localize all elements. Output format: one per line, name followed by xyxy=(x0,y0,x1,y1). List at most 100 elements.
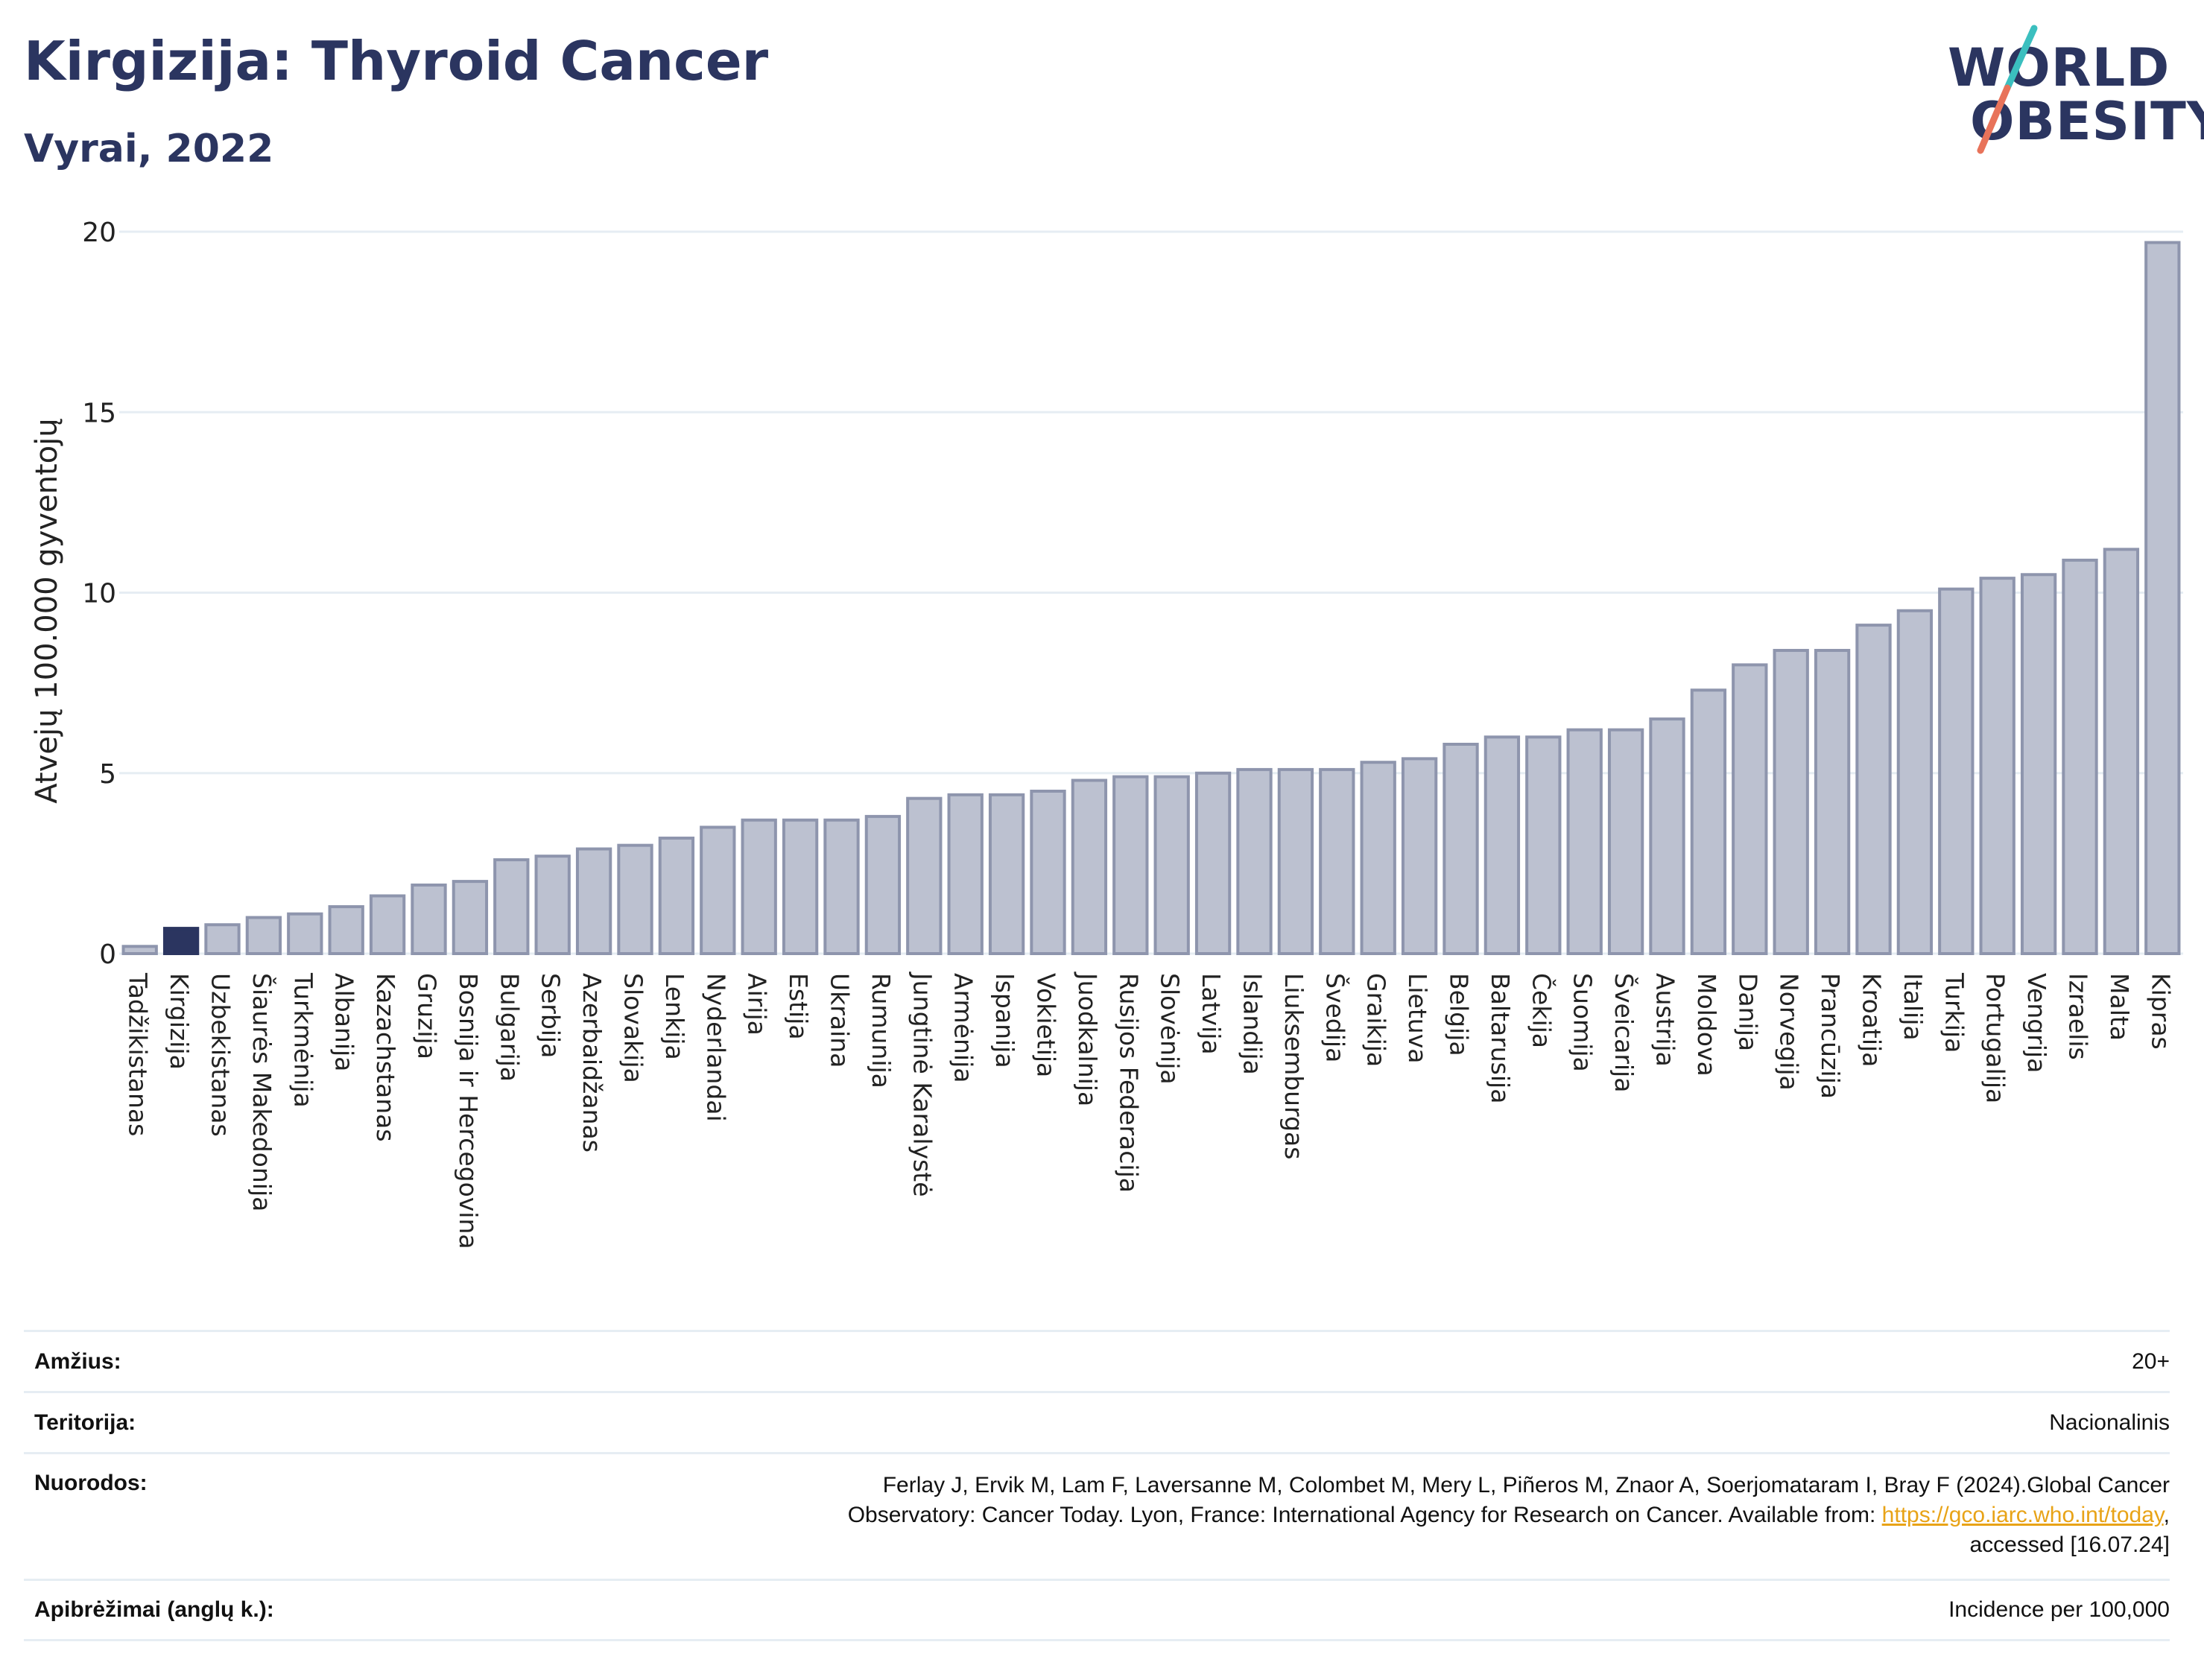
bar xyxy=(1896,609,1934,955)
x-tick-label: Gruzija xyxy=(413,973,442,1059)
bar xyxy=(2062,558,2098,955)
bar xyxy=(1773,649,1809,956)
bar xyxy=(452,880,489,955)
x-tick-label: Ukraina xyxy=(826,973,855,1068)
references-value: Ferlay J, Ervik M, Lam F, Laversanne M, … xyxy=(848,1471,2170,1560)
bar xyxy=(658,836,695,955)
x-tick-label: Švedija xyxy=(1320,973,1350,1062)
x-tick-label: Baltarusija xyxy=(1486,973,1515,1103)
bar xyxy=(2103,548,2140,955)
x-tick-label: Bosnija ir Hercegovina xyxy=(454,973,483,1249)
x-tick-label: Malta xyxy=(2105,973,2134,1041)
x-tick-label: Austrija xyxy=(1651,973,1680,1067)
x-tick-label: Kroatija xyxy=(1858,973,1887,1067)
x-tick-label: Moldova xyxy=(1692,973,1721,1077)
bar xyxy=(575,847,612,955)
x-tick-label: Liuksemburgas xyxy=(1279,973,1308,1159)
x-tick-label: Prancūzija xyxy=(1816,973,1845,1099)
x-tick-label: Turkija xyxy=(1939,972,1969,1053)
bar xyxy=(947,793,984,955)
x-tick-label: Bulgarija xyxy=(495,973,524,1082)
chart-subtitle: Vyrai, 2022 xyxy=(24,127,274,171)
x-tick-label: Graikija xyxy=(1362,973,1391,1067)
references-line-2: Observatory: Cancer Today. Lyon, France:… xyxy=(848,1500,2170,1530)
chart-title: Kirgizija: Thyroid Cancer xyxy=(24,30,769,92)
bar xyxy=(1649,717,1685,955)
bar xyxy=(1236,767,1273,956)
territory-value: Nacionalinis xyxy=(2049,1410,2170,1435)
bar xyxy=(1112,775,1149,955)
bar xyxy=(1566,728,1603,955)
x-tick-label: Lietuva xyxy=(1403,973,1432,1063)
x-tick-label: Danija xyxy=(1733,973,1762,1051)
x-tick-labels: Tadžikistanas Kirgizija Uzbekistanas Šiaurė… xyxy=(124,971,2176,1249)
bar xyxy=(1030,789,1066,955)
x-tick-label: Ispanija xyxy=(990,973,1019,1068)
bar xyxy=(287,912,323,955)
bar xyxy=(988,793,1025,955)
y-axis-label: Atvejų 100.000 gyventojų xyxy=(30,418,64,803)
bar xyxy=(1443,742,1479,955)
bar xyxy=(741,818,777,955)
bar xyxy=(823,818,860,955)
bar xyxy=(534,855,571,956)
metadata-table: Amžius: 20+ Teritorija: Nacionalinis Nuo… xyxy=(24,1330,2170,1641)
x-tick-label: Belgija xyxy=(1445,973,1474,1056)
x-tick-label: Rusijos Federacija xyxy=(1114,973,1143,1193)
references-line-2-text: Observatory: Cancer Today. Lyon, France:… xyxy=(847,1503,1882,1527)
x-tick-label: Juodkalnija xyxy=(1073,971,1102,1106)
x-tick-label: Islandija xyxy=(1238,973,1267,1075)
references-line-3: accessed [16.07.24] xyxy=(1969,1532,2170,1557)
x-tick-label: Turkmėnija xyxy=(288,972,317,1108)
bar xyxy=(2144,241,2181,956)
meta-row-references: Nuorodos: Ferlay J, Ervik M, Lam F, Lave… xyxy=(24,1452,2170,1579)
x-tick-label: Izraelis xyxy=(2064,973,2093,1060)
x-tick-label: Vokietija xyxy=(1032,973,1061,1077)
x-tick-label: Vengrija xyxy=(2022,973,2051,1073)
x-tick-label: Slovakija xyxy=(619,973,648,1083)
bar xyxy=(1194,771,1232,955)
age-label: Amžius: xyxy=(34,1348,121,1374)
bar xyxy=(411,883,447,955)
age-value: 20+ xyxy=(2132,1348,2170,1374)
bar xyxy=(700,825,736,956)
x-tick-label: Jungtinė Karalystė xyxy=(908,971,937,1197)
bar xyxy=(906,796,943,956)
bar xyxy=(1607,728,1644,955)
references-link[interactable]: https://gco.iarc.who.int/today xyxy=(1881,1503,2164,1527)
y-tick-label: 5 xyxy=(99,759,116,790)
bar xyxy=(1855,624,1892,955)
x-tick-label: Portugalija xyxy=(1981,973,2010,1103)
x-tick-label: Rumunija xyxy=(867,973,896,1088)
bar xyxy=(1814,649,1851,956)
x-tick-label: Lenkija xyxy=(660,973,689,1060)
y-tick-label: 0 xyxy=(99,939,116,970)
bar xyxy=(1525,735,1562,955)
bar xyxy=(1401,757,1438,955)
x-tick-label: Čekija xyxy=(1527,973,1557,1048)
references-line-2-end: , xyxy=(2163,1503,2170,1527)
references-line-1: Ferlay J, Ervik M, Lam F, Laversanne M, … xyxy=(882,1473,2170,1497)
bar xyxy=(782,818,819,955)
x-tick-label: Šveicarija xyxy=(1609,973,1639,1092)
x-tick-label: Latvija xyxy=(1197,973,1226,1055)
bar xyxy=(1483,735,1521,955)
meta-row-territory: Teritorija: Nacionalinis xyxy=(24,1391,2170,1452)
bar xyxy=(1732,663,1768,956)
bar xyxy=(1319,767,1355,956)
x-tick-label: Airija xyxy=(743,973,772,1036)
y-tick-label: 20 xyxy=(82,218,116,248)
meta-row-definitions: Apibrėžimai (anglų k.): Incidence per 10… xyxy=(24,1579,2170,1641)
bar xyxy=(121,945,158,956)
x-tick-label: Albanija xyxy=(330,973,359,1071)
bar xyxy=(1277,767,1314,956)
x-tick-label: Armėnija xyxy=(949,973,978,1083)
x-tick-label: Italija xyxy=(1899,973,1928,1041)
x-tick-label: Kirgizija xyxy=(165,973,194,1070)
x-tick-label: Slovėnija xyxy=(1156,973,1185,1085)
x-tick-label: Nyderlandai xyxy=(701,973,730,1122)
logo-line-2: OBESITY xyxy=(1970,91,2204,152)
x-tick-label: Kipras xyxy=(2146,973,2175,1050)
x-tick-label: Šiaurės Makedonija xyxy=(247,973,277,1211)
bar xyxy=(1153,775,1190,955)
